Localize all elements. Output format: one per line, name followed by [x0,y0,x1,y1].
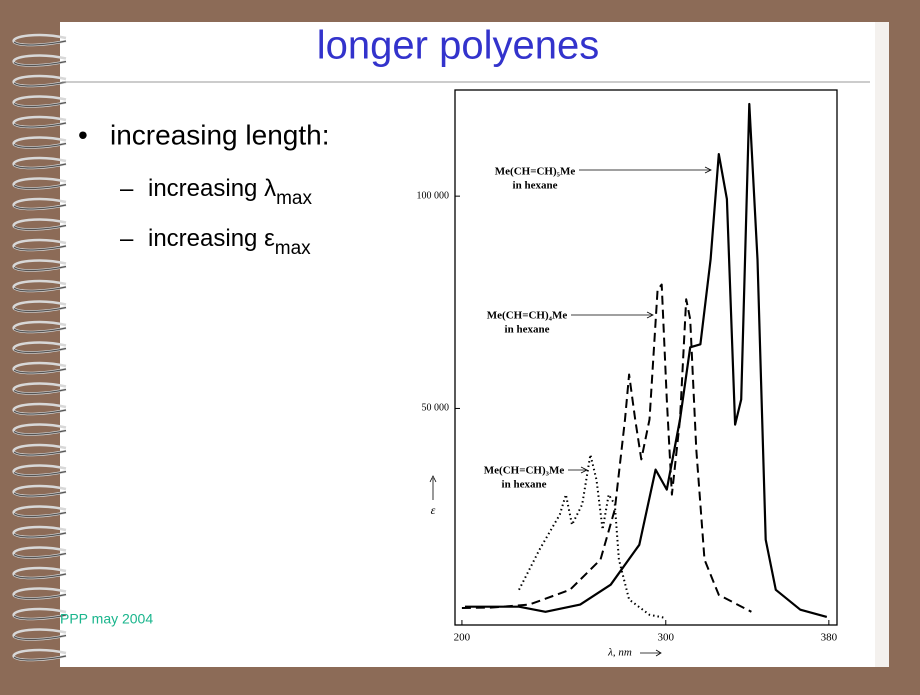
slide-edge [875,22,889,667]
ring-shadow [13,101,67,108]
ring-shadow [13,511,67,518]
ring [12,402,67,416]
ring [12,525,67,539]
ring [12,648,67,662]
ring-shadow [13,347,67,354]
ring-shadow [13,655,67,661]
ring [12,546,67,559]
slide-title: longer polyenes [317,24,599,68]
footer: PPP may 2004 [60,611,153,627]
ring [12,136,67,149]
ring [12,382,67,395]
plot-frame [454,89,838,626]
bullet-dot: • [78,119,88,150]
ring [12,177,67,190]
bullet: increasing length: [110,119,329,150]
ring [12,54,67,67]
ring-shadow [13,245,67,251]
y-axis-label: ε [431,503,436,517]
x-axis-label: λ, nm [607,647,632,659]
ring-shadow [13,429,67,436]
ring-shadow [13,368,67,374]
y-tick-label: 50 000 [422,403,450,414]
x-axis-arrow-head [655,649,662,657]
ring [12,156,67,170]
slide-background [60,22,875,667]
ring-shadow [13,163,67,169]
subbullet: increasing εmax [148,225,311,259]
ring [12,566,67,580]
subbullet-sub: max [275,238,311,259]
series-line [465,102,828,618]
ring-shadow [13,532,67,538]
ring [12,238,67,252]
ring-shadow [13,470,67,477]
ring-shadow [13,593,67,600]
ring [12,300,67,313]
ring [12,74,67,88]
y-tick-label: 100 000 [417,190,450,201]
ring [12,464,67,477]
ring-shadow [13,183,67,190]
subbullet-text: increasing ε [148,225,275,252]
annotation-arrow-head [580,466,588,474]
ring-shadow [13,306,67,313]
ring [12,443,67,457]
ring-shadow [13,573,67,579]
ring-shadow [13,142,67,149]
binding-rings [12,33,67,662]
annotation-note: in hexane [513,180,558,192]
ring-shadow [13,204,67,210]
subbullet-sub: max [276,188,312,209]
x-tick-label: 380 [821,632,838,644]
ring [12,484,67,498]
annotation-arrow-head [704,166,712,174]
ring-shadow [13,388,67,395]
ring [12,33,67,47]
annotation-arrow-head [646,311,654,319]
ring-shadow [13,40,67,46]
ring [12,95,67,108]
ring [12,505,67,518]
ring [12,259,67,272]
ring-shadow [13,491,67,497]
ring [12,341,67,354]
ring [12,361,67,375]
annotation: Me(CH=CH)₄Me [487,310,568,322]
subbullet-text: increasing λ [148,175,276,202]
annotation-note: in hexane [505,324,550,336]
ring-shadow [13,81,67,87]
ring-shadow [13,122,67,128]
ring-shadow [13,60,67,67]
ring-shadow [13,327,67,333]
ring-shadow [13,634,67,641]
ring [12,197,67,211]
ring-shadow [13,286,67,292]
ring [12,628,67,641]
ring [12,320,67,334]
ring-shadow [13,265,67,272]
ring [12,115,67,129]
ring [12,587,67,600]
ring-shadow [13,450,67,456]
ring-shadow [13,409,67,415]
ring [12,607,67,621]
ring [12,423,67,436]
annotation: Me(CH=CH)₃Me [484,465,565,477]
x-tick-label: 300 [658,632,675,644]
ring [12,279,67,293]
x-tick-label: 200 [454,632,471,644]
subbullet: increasing λmax [148,175,312,209]
dash: – [120,225,134,252]
annotation: Me(CH=CH)₅Me [495,166,576,178]
ring [12,218,67,231]
series-line [461,283,752,613]
ring-shadow [13,614,67,620]
ring-shadow [13,552,67,559]
annotation-note: in hexane [502,479,547,491]
y-axis-arrow-head [429,475,437,483]
ring-shadow [13,224,67,231]
dash: – [120,175,134,202]
